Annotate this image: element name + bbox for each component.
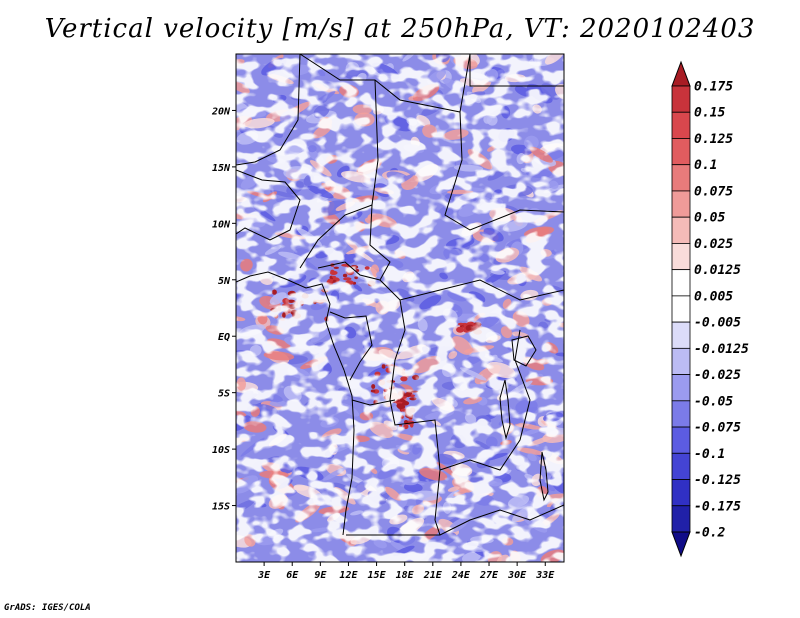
- country-border: [299, 79, 379, 269]
- country-border: [236, 54, 301, 166]
- country-border: [346, 504, 564, 536]
- colorbar-segment: [671, 295, 691, 323]
- country-border: [317, 261, 381, 281]
- colorbar-segment: [671, 400, 691, 428]
- colorbar-label: -0.025: [694, 368, 741, 383]
- colorbar-segment: [671, 531, 691, 558]
- y-axis: 20N 15N 10N 5N EQ 5S 10S 15S: [211, 106, 236, 513]
- colorbar-segment: [671, 190, 691, 218]
- colorbar-label: 0.025: [694, 237, 733, 252]
- y-tick-label: 15S: [212, 502, 230, 513]
- country-border: [389, 299, 441, 536]
- colorbar-label: 0.175: [694, 80, 733, 95]
- colorbar-label: -0.0125: [694, 342, 749, 357]
- colorbar-label: 0.1: [694, 158, 717, 173]
- x-axis: 3E 6E 9E 12E 15E 18E 21E 24E 27E 30E 33E: [257, 562, 555, 581]
- colorbar-segment: [671, 321, 691, 349]
- colorbar-segment: [671, 426, 691, 454]
- y-tick-label: 10S: [212, 445, 230, 456]
- colorbar-label: 0.125: [694, 132, 733, 147]
- colorbar-segment: [671, 347, 691, 375]
- colorbar-label: 0.15: [694, 106, 725, 121]
- x-tick-label: 33E: [535, 570, 555, 581]
- colorbar: 0.175 0.15 0.125 0.1 0.075 0.05 0.025 0.0125 0.0…: [671, 60, 749, 558]
- lake-victoria: [511, 335, 537, 367]
- y-tick-label: 5N: [218, 276, 231, 287]
- colorbar-segment: [671, 269, 691, 297]
- country-border: [444, 111, 564, 231]
- country-border: [329, 311, 373, 381]
- x-tick-label: 30E: [507, 570, 527, 581]
- chart-title: Vertical velocity [m/s] at 250hPa, VT: 2…: [44, 14, 756, 44]
- colorbar-label: -0.05: [694, 394, 733, 409]
- colorbar-segment: [671, 452, 691, 480]
- lake-malawi: [539, 451, 549, 502]
- colorbar-segment: [671, 374, 691, 402]
- x-tick-label: 24E: [451, 570, 471, 581]
- colorbar-segment: [671, 138, 691, 166]
- x-tick-label: 27E: [479, 570, 499, 581]
- colorbar-label: 0.05: [694, 211, 725, 226]
- colorbar-segment: [671, 479, 691, 507]
- colorbar-segment: [671, 164, 691, 192]
- country-border: [351, 399, 396, 406]
- x-tick-label: 6E: [286, 570, 299, 581]
- y-tick-label: 15N: [212, 163, 231, 174]
- colorbar-label: -0.2: [694, 526, 725, 541]
- colorbar-segment: [671, 216, 691, 244]
- colorbar-label: -0.075: [694, 421, 741, 436]
- colorbar-segment: [671, 243, 691, 271]
- colorbar-label: -0.005: [694, 316, 741, 331]
- colorbar-label: -0.175: [694, 499, 741, 514]
- grads-credit: GrADS: IGES/COLA: [4, 603, 91, 613]
- colorbar-label: 0.0125: [694, 263, 741, 278]
- colorbar-label: -0.1: [694, 447, 725, 462]
- y-tick-label: 5S: [218, 389, 230, 400]
- lake-tanganyika: [499, 379, 511, 440]
- colorbar-label: 0.075: [694, 184, 733, 199]
- y-tick-label: 20N: [211, 106, 231, 117]
- x-tick-label: 3E: [257, 570, 271, 581]
- x-tick-label: 15E: [368, 570, 387, 581]
- colorbar-segment: [671, 60, 691, 87]
- y-tick-label: 10N: [212, 219, 231, 230]
- x-tick-label: 9E: [314, 570, 327, 581]
- x-tick-label: 12E: [339, 570, 358, 581]
- x-tick-label: 21E: [423, 570, 443, 581]
- country-border: [236, 169, 301, 241]
- country-borders: [236, 54, 564, 536]
- colorbar-segment: [671, 85, 691, 113]
- country-border: [299, 54, 471, 113]
- y-tick-label: EQ: [218, 332, 230, 343]
- colorbar-segment: [671, 505, 691, 533]
- colorbar-label: 0.005: [694, 289, 733, 304]
- x-tick-label: 18E: [396, 570, 415, 581]
- colorbar-segment: [671, 111, 691, 139]
- field-texture: [236, 54, 564, 562]
- plot-frame: [235, 53, 565, 563]
- vertical-velocity-field: [236, 54, 564, 562]
- coastline: [236, 271, 355, 536]
- country-border: [469, 54, 564, 87]
- colorbar-label: -0.125: [694, 473, 741, 488]
